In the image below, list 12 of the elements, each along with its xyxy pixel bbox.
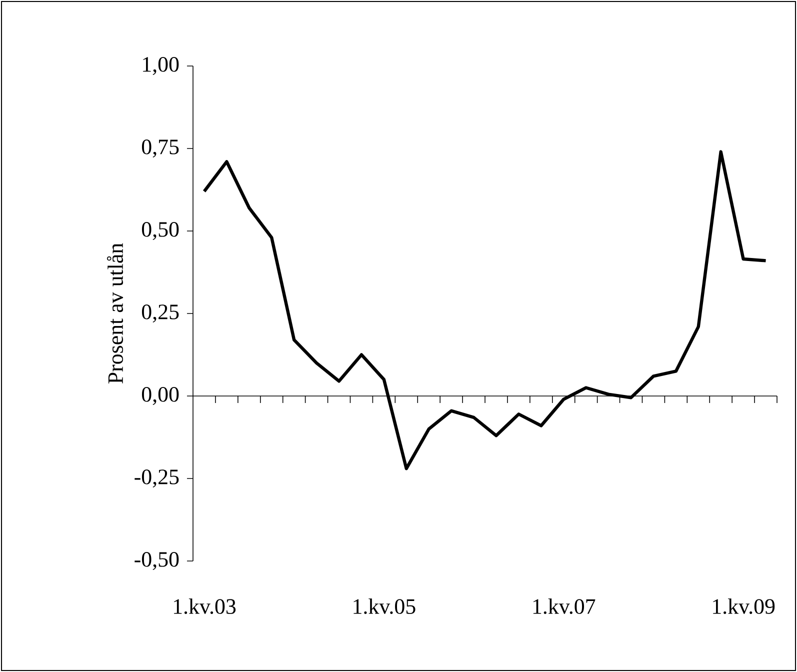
y-tick-label: 1,00 (143, 57, 179, 75)
y-axis-title: Prosent av utlån (106, 243, 124, 384)
x-tick-label: 1.kv.09 (713, 598, 775, 614)
y-tick-label: 0,00 (142, 387, 179, 405)
x-tick-label: 1.kv.05 (354, 598, 416, 614)
x-tick-label: 1.kv.07 (533, 598, 596, 614)
y-tick-label: -0,25 (134, 470, 179, 488)
y-tick-label: 0,25 (142, 304, 179, 322)
y-tick-label: 0,50 (142, 222, 179, 240)
y-tick-label: 0,75 (142, 140, 179, 158)
x-tick-label: 1.kv.03 (174, 598, 236, 614)
y-tick-label: -0,50 (134, 552, 179, 570)
